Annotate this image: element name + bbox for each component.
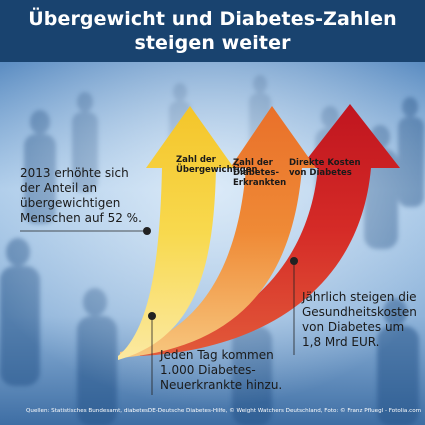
title-line-2: steigen weiter xyxy=(134,32,291,54)
arrow-label-diabetics: Zahl der Diabetes- Erkrankten xyxy=(233,158,287,188)
arrow-label-costs: Direkte Kosten von Diabetes xyxy=(289,158,361,178)
title-line-1: Übergewicht und Diabetes-Zahlen xyxy=(28,8,397,30)
callout-dot-right xyxy=(290,257,298,265)
callout-dot-left xyxy=(143,227,151,235)
arrow-label-overweight: Zahl der Übergewichtigen xyxy=(176,155,258,175)
arrow-yellow xyxy=(118,106,234,360)
arrow-red xyxy=(140,104,400,356)
arrow-orange xyxy=(120,106,316,358)
callout-right-text: Jährlich steigen die Gesundheitskosten v… xyxy=(302,290,417,349)
title-bar: Übergewicht und Diabetes-Zahlen steigen … xyxy=(0,0,425,62)
callout-left-text: 2013 erhöhte sich der Anteil an übergewi… xyxy=(20,166,142,225)
source-credits: Quellen: Statistisches Bundesamt, diabet… xyxy=(26,408,422,414)
callout-dot-bottom xyxy=(148,312,156,320)
callout-bottom-text: Jeden Tag kommen 1.000 Diabetes- Neuerkr… xyxy=(160,348,283,392)
